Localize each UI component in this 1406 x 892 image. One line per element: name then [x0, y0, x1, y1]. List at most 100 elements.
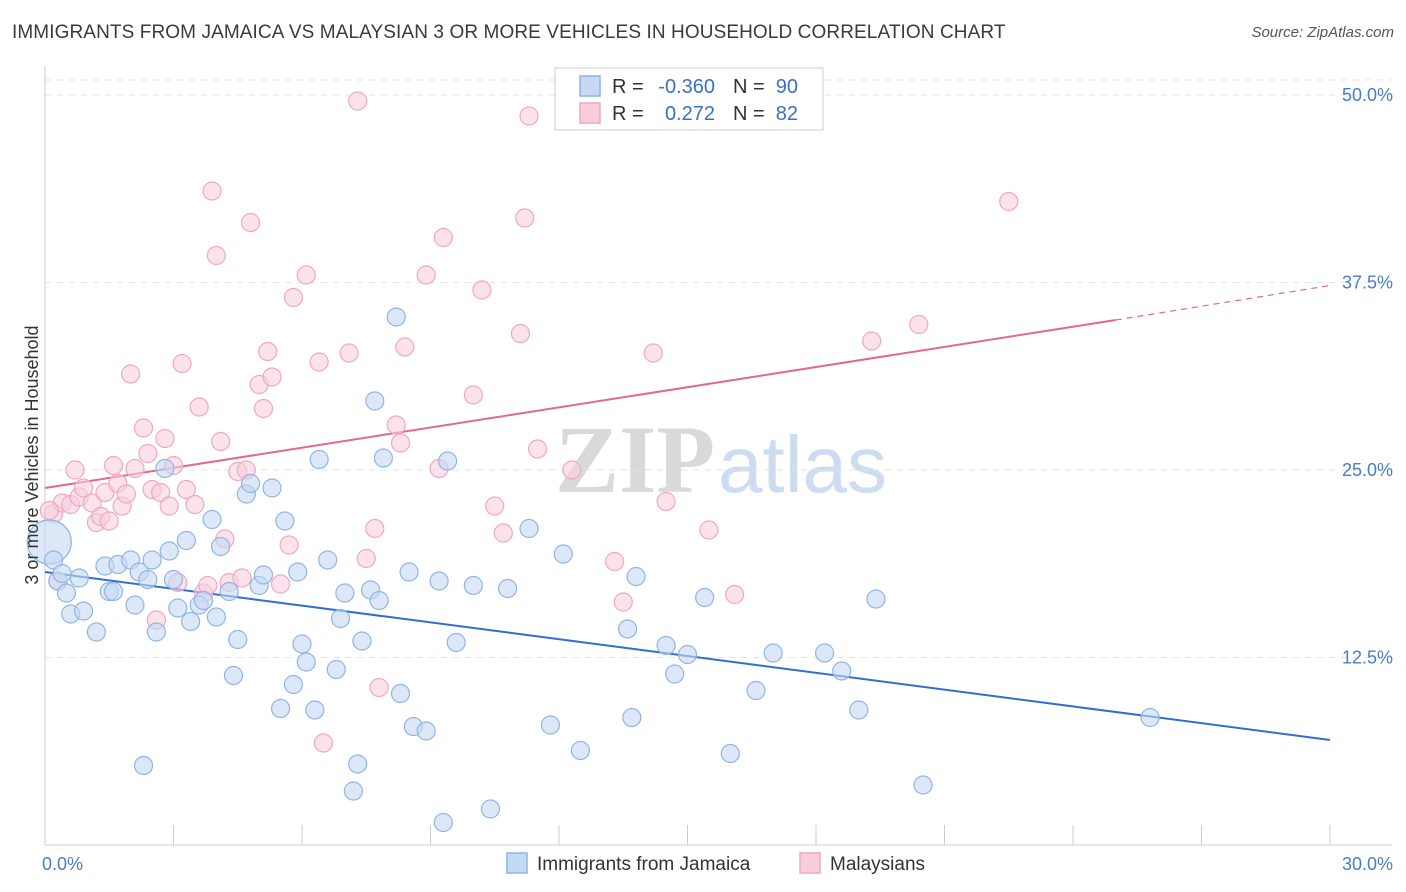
malaysians-point: [463, 385, 483, 405]
legend-n-value: 90: [776, 76, 798, 98]
x-tick-labels: 0.0% 30.0%: [42, 854, 1393, 874]
chart-title: IMMIGRANTS FROM JAMAICA VS MALAYSIAN 3 O…: [12, 22, 1006, 43]
jamaica-point: [155, 458, 175, 479]
source-credit: Source: ZipAtlas.com: [1251, 24, 1394, 41]
y-tick-label: 12.5%: [1342, 648, 1393, 668]
jamaica-point: [438, 451, 458, 471]
malaysians-point: [656, 491, 676, 512]
jamaica-point: [219, 581, 239, 602]
malaysians-point: [65, 460, 85, 480]
malaysians-point: [262, 367, 282, 387]
malaysians-point: [369, 677, 389, 698]
malaysians-point: [699, 520, 719, 540]
malaysians-point: [172, 353, 192, 374]
malaysians-point: [176, 479, 196, 500]
malaysians-point: [116, 484, 136, 504]
jamaica-point: [125, 595, 145, 615]
jamaica-point: [211, 536, 231, 557]
jamaica-point: [348, 754, 368, 774]
malaysians-point: [283, 287, 304, 308]
watermark: ZIP atlas: [555, 406, 887, 513]
jamaica-point: [43, 550, 64, 570]
y-tick-labels: 12.5% 25.0% 37.5% 50.0%: [1342, 85, 1393, 668]
malaysians-point: [253, 398, 274, 419]
jamaica-point: [241, 473, 261, 494]
legend-n-value: 82: [776, 103, 798, 125]
jamaica-point: [519, 518, 539, 539]
jamaica-point: [223, 665, 244, 686]
malaysians-point: [515, 208, 535, 228]
jamaica-point: [390, 683, 411, 704]
legend-r-label: R =: [612, 76, 644, 98]
jamaica-point: [181, 611, 201, 632]
jamaica-point: [275, 511, 295, 531]
jamaica-point: [463, 575, 483, 596]
malaysians-point: [725, 584, 745, 605]
jamaica-point: [193, 590, 214, 611]
jamaica-point: [159, 541, 179, 561]
jamaica-point: [386, 307, 406, 327]
x-tick-label: 30.0%: [1342, 854, 1393, 874]
jamaica-point: [399, 562, 419, 582]
malaysians-point: [82, 493, 102, 513]
jamaica-point: [849, 700, 869, 720]
malaysians-point: [862, 331, 882, 351]
jamaica-point: [369, 590, 389, 611]
malaysians-point: [279, 535, 299, 555]
legend-row-jamaica: R = -0.360 N = 90: [579, 75, 798, 98]
malaysians-point: [416, 265, 436, 285]
malaysians-point: [395, 337, 415, 357]
jamaica-point: [262, 478, 282, 498]
jamaica-point: [365, 391, 385, 411]
jamaica-point: [86, 622, 107, 642]
malaysians-point: [155, 428, 175, 449]
malaysians-point: [605, 551, 625, 572]
legend-r-label: R =: [612, 103, 644, 125]
jamaica-point: [168, 598, 188, 618]
malaysians-point: [185, 494, 205, 515]
jamaica-point: [866, 589, 886, 609]
jamaica-point: [665, 664, 685, 684]
legend-swatch-blue: [579, 75, 601, 97]
malaysians-point: [121, 364, 141, 384]
bottom-legend: Immigrants from Jamaica Malaysians: [506, 852, 925, 875]
legend-n-label: N =: [733, 103, 765, 125]
jamaica-points: [26, 307, 1160, 833]
jamaica-point: [553, 544, 573, 564]
legend-n-label: N =: [733, 76, 765, 98]
malaysians-point: [125, 458, 145, 479]
malaysians-point: [39, 500, 59, 521]
legend-box: R = -0.360 N = 90 R = 0.272 N = 82: [554, 67, 824, 131]
jamaica-point: [480, 799, 501, 819]
jamaica-point: [720, 743, 740, 764]
jamaica-point: [832, 661, 852, 681]
jamaica-point: [656, 635, 676, 656]
malaysians-point: [339, 343, 359, 363]
jamaica-point: [373, 448, 393, 468]
malaysians-point: [133, 418, 154, 438]
malaysians-trend-extension: [1115, 284, 1331, 321]
malaysians-point: [103, 455, 124, 476]
malaysians-point: [472, 280, 492, 300]
jamaica-point: [296, 652, 316, 672]
malaysians-point: [365, 518, 385, 539]
jamaica-point: [56, 583, 77, 603]
jamaica-point: [288, 562, 308, 582]
malaysians-point: [909, 314, 929, 335]
jamaica-point: [309, 449, 329, 470]
x-tick-label: 0.0%: [42, 854, 83, 874]
jamaica-point: [163, 569, 184, 590]
malaysians-point: [211, 431, 231, 452]
jamaica-point: [176, 530, 196, 551]
jamaica-point: [433, 812, 453, 833]
jamaica-point: [695, 587, 715, 608]
jamaica-point: [253, 565, 274, 585]
malaysians-point: [151, 482, 171, 503]
malaysians-points: [39, 91, 1019, 753]
jamaica-point: [763, 643, 783, 663]
malaysians-point: [485, 496, 505, 516]
jamaica-point: [202, 509, 222, 530]
jamaica-point: [283, 674, 304, 695]
legend-row-malaysians: R = 0.272 N = 82: [579, 102, 798, 125]
jamaica-point: [292, 634, 312, 654]
